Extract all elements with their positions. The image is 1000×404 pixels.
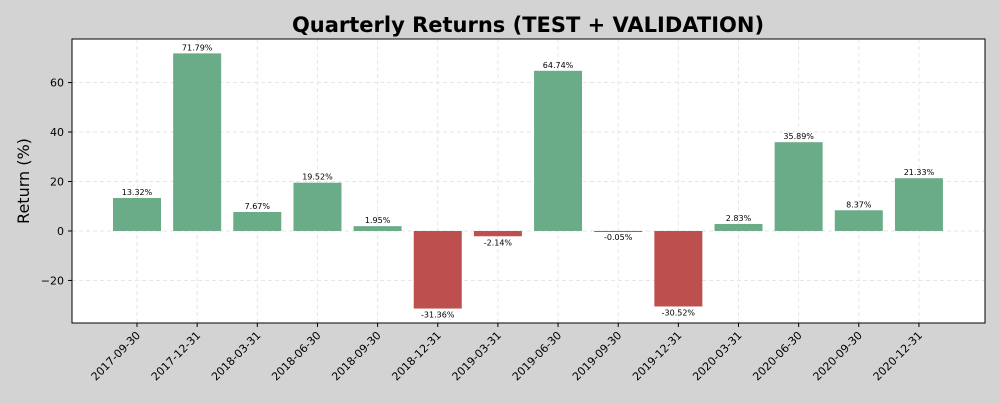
bar-value-label: 2.83% (726, 214, 752, 223)
bar-value-label: 35.89% (783, 132, 814, 141)
x-tick-label: 2019-06-30 (510, 329, 564, 383)
y-tick-label: 0 (57, 225, 64, 238)
bar-value-label: 21.33% (904, 168, 935, 177)
y-tick-label: 40 (50, 126, 64, 139)
bar (473, 230, 522, 237)
plot-frame (71, 38, 986, 324)
bar (113, 198, 161, 231)
bar (534, 70, 583, 231)
bar (293, 182, 342, 231)
x-tick-label: 2019-12-31 (630, 329, 684, 383)
x-tick-label: 2018-06-30 (269, 329, 323, 383)
x-tick-label: 2019-09-30 (570, 329, 624, 383)
bar (894, 178, 943, 231)
x-tick-label: 2018-12-31 (389, 329, 443, 383)
y-axis-ticks: −20 0 20 40 60 (41, 77, 72, 287)
x-tick-label: 2020-12-31 (871, 329, 925, 383)
bar (834, 210, 883, 231)
y-tick-label: 60 (50, 77, 64, 90)
bar-value-label: -30.52% (662, 308, 696, 317)
bar-value-label: 19.52% (302, 173, 333, 182)
x-tick-label: 2020-09-30 (811, 329, 865, 383)
bar (413, 230, 462, 309)
bar-value-label: 64.74% (543, 61, 574, 70)
bar (353, 226, 402, 231)
bar-value-label: 7.67% (245, 202, 271, 211)
x-tick-label: 2018-09-30 (329, 329, 383, 383)
bar-value-label: -31.36% (421, 311, 455, 320)
x-tick-label: 2017-12-31 (149, 329, 203, 383)
chart-title: Quarterly Returns (TEST + VALIDATION) (292, 13, 764, 37)
x-tick-label: 2020-03-31 (690, 329, 744, 383)
bar-value-label: 8.37% (846, 200, 872, 209)
bar-value-label: -0.05% (604, 233, 633, 242)
y-tick-label: −20 (41, 274, 64, 287)
bar-value-label: 13.32% (122, 188, 153, 197)
bar (714, 223, 763, 231)
bar-value-label: -2.14% (484, 238, 513, 247)
bar-value-labels: 13.32% 71.79% 7.67% 19.52% 1.95% -31.36% -2.14… (122, 43, 935, 319)
x-tick-label: 2019-03-31 (450, 329, 504, 383)
y-axis-label: Return (%) (14, 138, 33, 224)
x-tick-label: 2020-06-30 (750, 329, 804, 383)
bar (233, 211, 282, 231)
x-axis-ticks: 2017-09-30 2017-12-31 2018-03-31 2018-06-30… (89, 323, 925, 383)
bar (594, 230, 643, 232)
x-tick-label: 2018-03-31 (209, 329, 263, 383)
bar-value-label: 1.95% (365, 216, 391, 225)
bar (774, 142, 823, 231)
bar-value-label: 71.79% (182, 43, 213, 52)
bar (173, 53, 222, 231)
y-tick-label: 20 (50, 175, 64, 188)
bar (654, 230, 703, 307)
bars (113, 53, 943, 309)
x-tick-label: 2017-09-30 (89, 329, 143, 383)
